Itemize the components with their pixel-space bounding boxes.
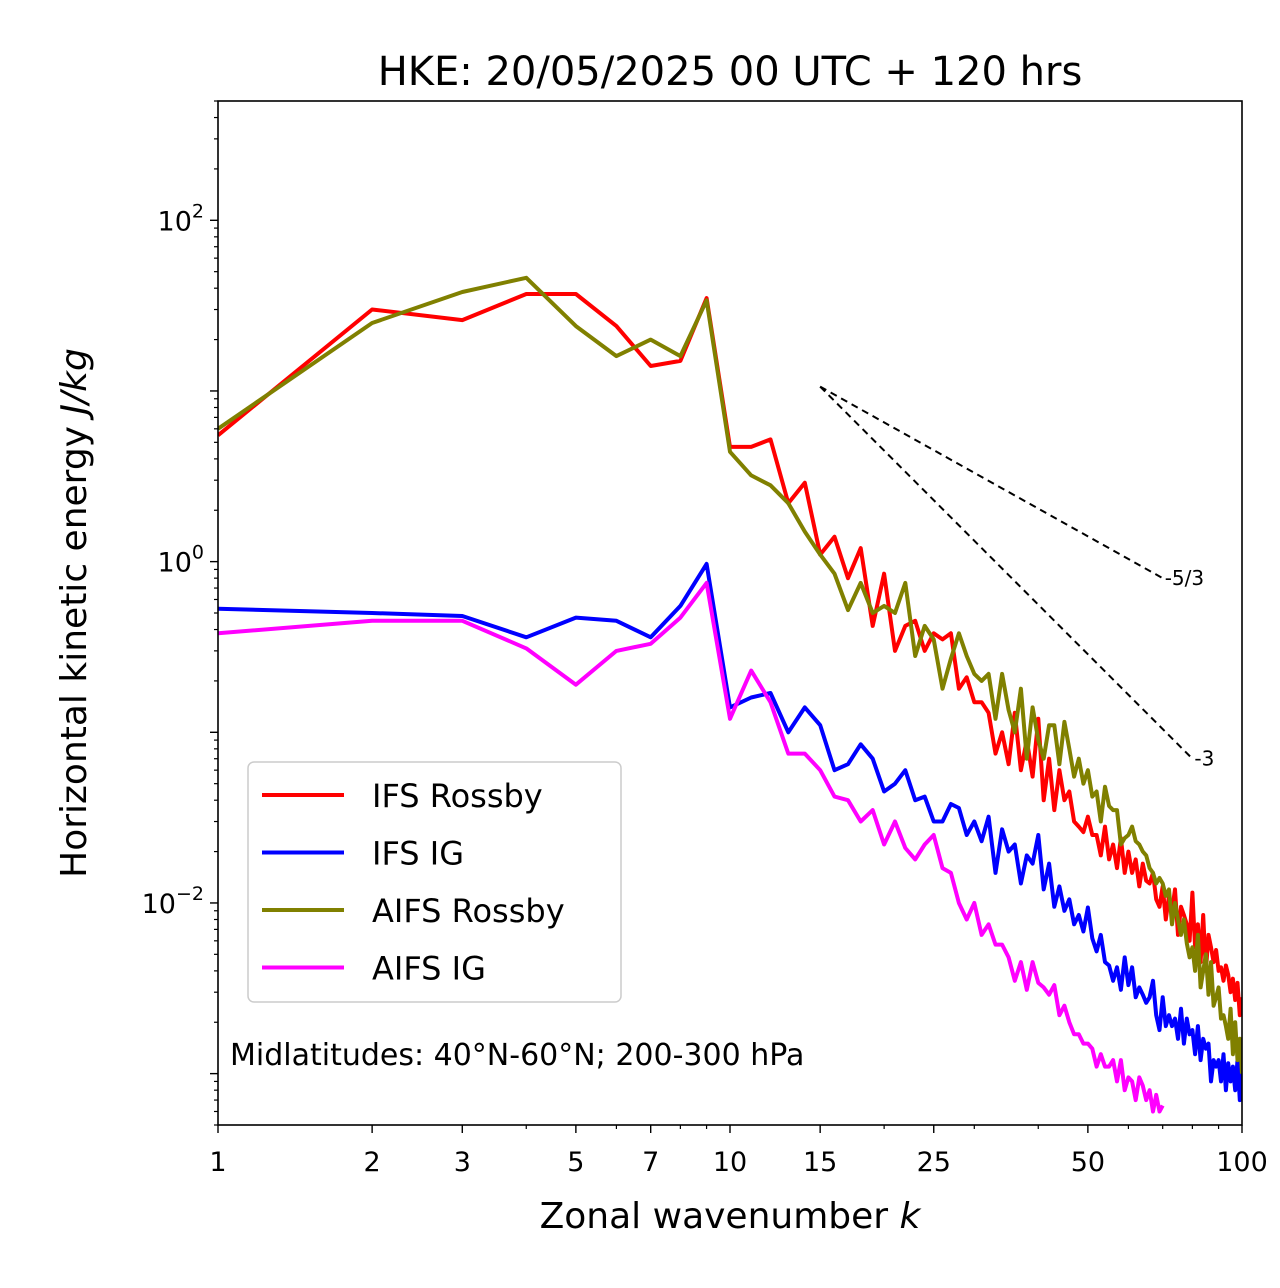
chart-title: HKE: 20/05/2025 00 UTC + 120 hrs [378,49,1083,95]
axis-ticks: 1 2 3 5 7 10 15 25 50 100 102 100 10−2 [142,100,1268,1178]
series-line-aifs-ig [218,580,1165,1114]
x-tick-label: 2 [364,1147,381,1178]
reference-slope-label: -3 [1194,747,1214,771]
x-tick-label: 25 [917,1147,951,1178]
series-line-ifs-rossby [218,292,1242,1018]
x-tick-label: 1 [209,1147,226,1178]
reference-slope-label: -5/3 [1165,566,1204,590]
reference-slopes: -5/3 -3 [819,385,1214,771]
x-axis-label: Zonal wavenumber k [540,1196,923,1237]
region-annotation: Midlatitudes: 40°N-60°N; 200-300 hPa [230,1038,804,1073]
x-tick-label: 10 [713,1147,747,1178]
legend-label-aifs-rossby: AIFS Rossby [372,892,565,930]
series-line-aifs-rossby [218,275,1242,1074]
x-axis-label-text: Zonal wavenumber [540,1196,900,1237]
legend-label-aifs-ig: AIFS IG [372,950,486,988]
y-axis-label: Horizontal kinetic energy J/kg [54,348,95,878]
plot-frame [217,100,1243,1126]
legend: IFS Rossby IFS IG AIFS Rossby AIFS IG [247,761,622,1003]
x-axis-label-variable: k [900,1196,923,1237]
legend-label-ifs-rossby: IFS Rossby [372,777,543,815]
reference-slope-line [819,385,1194,760]
series-line-ifs-ig [218,561,1242,1103]
reference-slope-line [819,385,1164,580]
x-tick-label: 50 [1071,1147,1105,1178]
y-axis-label-unit: J/kg [54,348,95,420]
x-tick-label: 100 [1216,1147,1268,1178]
series-lines [218,275,1242,1114]
legend-frame [247,761,622,1003]
y-axis-label-text: Horizontal kinetic energy [54,415,95,878]
x-tick-label: 15 [803,1147,837,1178]
y-tick-label: 102 [158,200,204,237]
legend-label-ifs-ig: IFS IG [372,835,464,873]
x-tick-label: 7 [642,1147,659,1178]
y-tick-label: 10−2 [142,883,204,920]
x-tick-label: 5 [567,1147,584,1178]
y-tick-label: 100 [158,542,204,579]
x-tick-label: 3 [454,1147,471,1178]
